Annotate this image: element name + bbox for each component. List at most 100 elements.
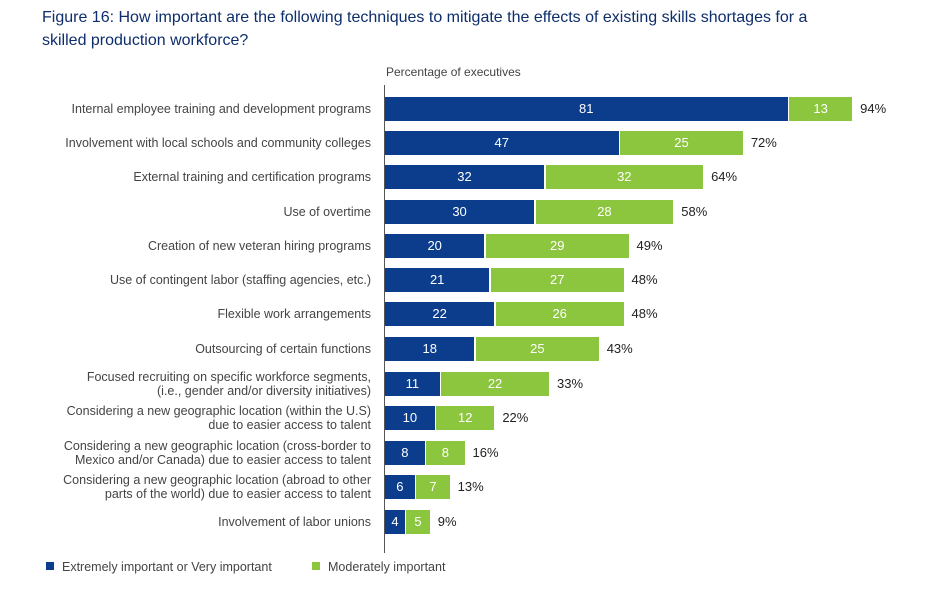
category-label-line: (i.e., gender and/or diversity initiativ… [157, 384, 371, 398]
category-label: Considering a new geographic location (c… [64, 439, 371, 467]
bar-very-important [385, 234, 485, 258]
total-label: 58% [681, 204, 708, 219]
data-label: 11 [405, 376, 420, 391]
category-label-line: Outsourcing of certain functions [195, 342, 371, 356]
category-label-line: Internal employee training and developme… [71, 102, 371, 116]
category-label-line: parts of the world) due to easier access… [104, 487, 371, 501]
data-label: 20 [427, 238, 442, 253]
bar-very-important [385, 441, 425, 465]
category-label: Flexible work arrangements [217, 307, 371, 321]
data-label: 8 [441, 445, 449, 460]
data-label: 25 [674, 135, 689, 150]
category-label: Involvement of labor unions [218, 515, 371, 529]
axis-label: Percentage of executives [386, 65, 521, 79]
data-label: 12 [458, 410, 473, 425]
total-label: 9% [437, 514, 457, 529]
category-axis-line [384, 85, 385, 553]
data-label: 10 [402, 410, 418, 425]
bar-moderately-important [620, 131, 743, 155]
data-label: 32 [617, 169, 632, 184]
bar-moderately-important [789, 97, 853, 121]
data-label: 25 [530, 341, 545, 356]
bar-very-important [385, 302, 495, 326]
category-label-line: Considering a new geographic location (a… [63, 473, 371, 487]
total-label: 94% [860, 101, 887, 116]
category-label: Use of contingent labor (staffing agenci… [110, 273, 371, 287]
data-label: 27 [549, 272, 565, 287]
bar-moderately-important [416, 475, 450, 499]
total-label: 49% [636, 238, 663, 253]
legend-swatch-series-2 [312, 562, 320, 570]
bar-very-important [385, 200, 535, 224]
bar-very-important [385, 372, 440, 396]
bar-moderately-important [535, 200, 674, 224]
legend-label-series-2: Moderately important [328, 560, 446, 574]
data-label: 5 [414, 514, 422, 529]
data-label: 47 [494, 135, 510, 150]
category-label: Creation of new veteran hiring programs [148, 239, 371, 253]
category-label-line: Use of contingent labor (staffing agenci… [109, 273, 371, 287]
total-label: 48% [631, 272, 658, 287]
category-label-line: Focused recruiting on specific workforce… [86, 370, 371, 384]
total-label: 43% [606, 341, 633, 356]
data-label: 22 [432, 306, 447, 321]
bar-moderately-important [495, 302, 624, 326]
data-label: 29 [549, 238, 565, 253]
bar-moderately-important [406, 510, 430, 534]
category-label: Considering a new geographic location (w… [67, 404, 371, 432]
data-label: 8 [401, 445, 409, 460]
category-label-line: Considering a new geographic location (w… [66, 404, 371, 418]
category-label: Involvement with local schools and commu… [65, 136, 371, 150]
bar-moderately-important [485, 234, 629, 258]
category-label: Outsourcing of certain functions [195, 342, 371, 356]
data-label: 26 [552, 306, 567, 321]
category-label: External training and certification prog… [133, 170, 371, 184]
bar-moderately-important [436, 406, 495, 430]
total-label: 48% [631, 306, 658, 321]
bar-moderately-important [545, 165, 704, 189]
total-label: 72% [750, 135, 777, 150]
total-label: 13% [457, 479, 484, 494]
data-label: 81 [579, 101, 594, 116]
category-label-line: Involvement with local schools and commu… [65, 136, 371, 150]
bar-moderately-important [426, 441, 465, 465]
bar-moderately-important [490, 268, 624, 292]
bar-very-important [385, 97, 788, 121]
category-label: Internal employee training and developme… [72, 102, 371, 116]
total-label: 16% [472, 445, 499, 460]
total-label: 64% [711, 169, 738, 184]
data-label: 32 [457, 169, 472, 184]
bar-very-important [385, 406, 435, 430]
data-label: 30 [452, 204, 467, 219]
legend-item-series-2: Moderately important [312, 560, 445, 574]
data-label: 22 [487, 376, 503, 391]
category-label-line: Mexico and/or Canada) due to easier acce… [74, 453, 371, 467]
category-label-line: Use of overtime [283, 205, 371, 219]
total-label: 33% [557, 376, 584, 391]
chart-title: Figure 16: How important are the followi… [42, 9, 808, 49]
bar-moderately-important [441, 372, 549, 396]
category-label-line: Flexible work arrangements [217, 307, 371, 321]
bar-moderately-important [475, 337, 599, 361]
data-label: 13 [813, 101, 828, 116]
bar-very-important [385, 337, 475, 361]
data-label: 21 [429, 272, 445, 287]
category-label-line: External training and certification prog… [133, 170, 371, 184]
data-label: 18 [422, 341, 437, 356]
bar-very-important [385, 165, 545, 189]
category-label-line: Creation of new veteran hiring programs [147, 239, 371, 253]
total-label: 22% [502, 410, 529, 425]
category-label: Use of overtime [283, 205, 371, 219]
data-label: 6 [396, 479, 404, 494]
bar-very-important [385, 131, 619, 155]
legend-label-series-1: Extremely important or Very important [62, 560, 272, 574]
data-label: 28 [597, 204, 612, 219]
bar-very-important [385, 268, 490, 292]
category-label-line: due to easier access to talent [208, 418, 371, 432]
data-label: 4 [391, 514, 399, 529]
category-label: Considering a new geographic location (a… [63, 473, 371, 501]
legend-item-series-1: Extremely important or Very important [46, 560, 272, 574]
legend-swatch-series-1 [46, 562, 54, 570]
bar-very-important [385, 475, 415, 499]
category-label-line: Considering a new geographic location (c… [63, 439, 371, 453]
